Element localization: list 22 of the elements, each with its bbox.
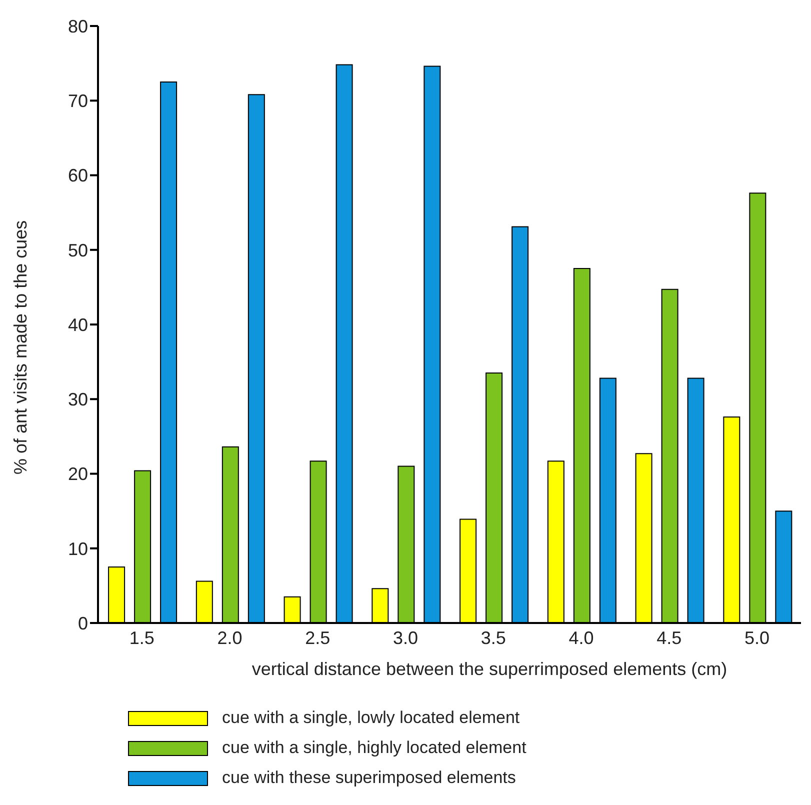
x-tick-label: 5.0 <box>744 628 770 648</box>
y-tick-label: 80 <box>68 16 88 36</box>
x-tick-label: 4.0 <box>568 628 594 648</box>
x-tick-label: 4.5 <box>656 628 682 648</box>
y-tick-label: 40 <box>68 314 88 335</box>
y-tick-label: 50 <box>68 240 88 260</box>
x-tick-label: 2.5 <box>305 628 330 648</box>
x-tick-label: 3.0 <box>393 628 418 648</box>
x-tick-label: 2.0 <box>217 628 242 648</box>
y-tick-label: 10 <box>68 538 88 559</box>
y-tick-label: 30 <box>68 390 88 410</box>
y-axis-title: % of ant visits made to the cues <box>10 220 30 474</box>
x-axis-title: vertical distance between the superrimposed elements (cm) <box>252 659 728 679</box>
y-tick-label: 0 <box>78 613 88 634</box>
x-tick-label: 3.5 <box>480 628 506 648</box>
legend-label: cue with a single, lowly located element <box>222 708 520 728</box>
legend-label: cue with a single, highly located element <box>222 738 526 758</box>
x-tick-label: 1.5 <box>129 628 154 648</box>
y-tick-label: 60 <box>68 166 88 186</box>
legend-label: cue with these superimposed elements <box>222 768 516 788</box>
y-tick-label: 70 <box>68 91 88 112</box>
y-tick-label: 20 <box>68 464 88 484</box>
